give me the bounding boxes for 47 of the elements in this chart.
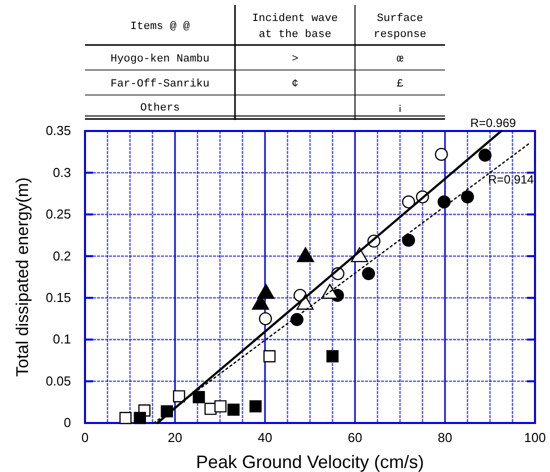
y-tick-label: 0.2 — [52, 248, 71, 264]
text: Hyogo-ken Nambu — [110, 54, 210, 66]
y-tick-label: 0.25 — [46, 206, 71, 222]
text: > — [292, 54, 298, 66]
text: Others — [140, 102, 180, 114]
text: R=0.969 — [470, 116, 516, 130]
point — [402, 234, 416, 247]
x-tick-label: 0 — [81, 430, 89, 446]
text: ¢ — [292, 78, 298, 90]
text: £ — [396, 78, 404, 90]
annotation: R=0.914 — [488, 172, 534, 187]
point — [258, 312, 272, 326]
y-tick-label: 0.15 — [46, 290, 71, 306]
x-tick-label: 20 — [168, 430, 182, 446]
point — [460, 190, 474, 204]
x-tick-label: 40 — [258, 430, 272, 446]
point — [434, 148, 448, 161]
point — [326, 350, 339, 362]
point — [438, 195, 451, 208]
point — [214, 400, 227, 412]
point — [227, 404, 240, 416]
point — [362, 267, 376, 280]
point — [119, 412, 132, 424]
text: Items @ @ — [130, 21, 190, 33]
point — [478, 148, 492, 162]
x-tick-label: 100 — [524, 430, 546, 446]
x-axis-title: Peak Ground Velocity (cm/s) — [196, 452, 424, 472]
x-tick-label: 60 — [348, 430, 362, 446]
text: Far-Off-Sanriku — [110, 78, 210, 90]
point — [192, 391, 205, 404]
y-tick-label: 0.3 — [52, 164, 71, 180]
y-tick-label: 0 — [64, 415, 71, 430]
text: Surface response — [374, 13, 426, 41]
point — [263, 350, 276, 362]
point — [172, 390, 186, 402]
y-tick-label: 0.35 — [46, 123, 71, 138]
text: œ — [396, 54, 404, 66]
point — [249, 400, 262, 412]
y-tick-label: 0.1 — [52, 332, 71, 347]
x-tick-label: 80 — [438, 430, 452, 446]
point — [290, 313, 304, 326]
text: Incident wave at the base — [252, 13, 338, 41]
y-axis-title: Total dissipated energy(m) — [13, 177, 32, 377]
point — [402, 195, 416, 208]
y-tick-label: 0.05 — [46, 373, 71, 388]
point — [134, 412, 146, 424]
text: ¡ — [396, 102, 404, 114]
